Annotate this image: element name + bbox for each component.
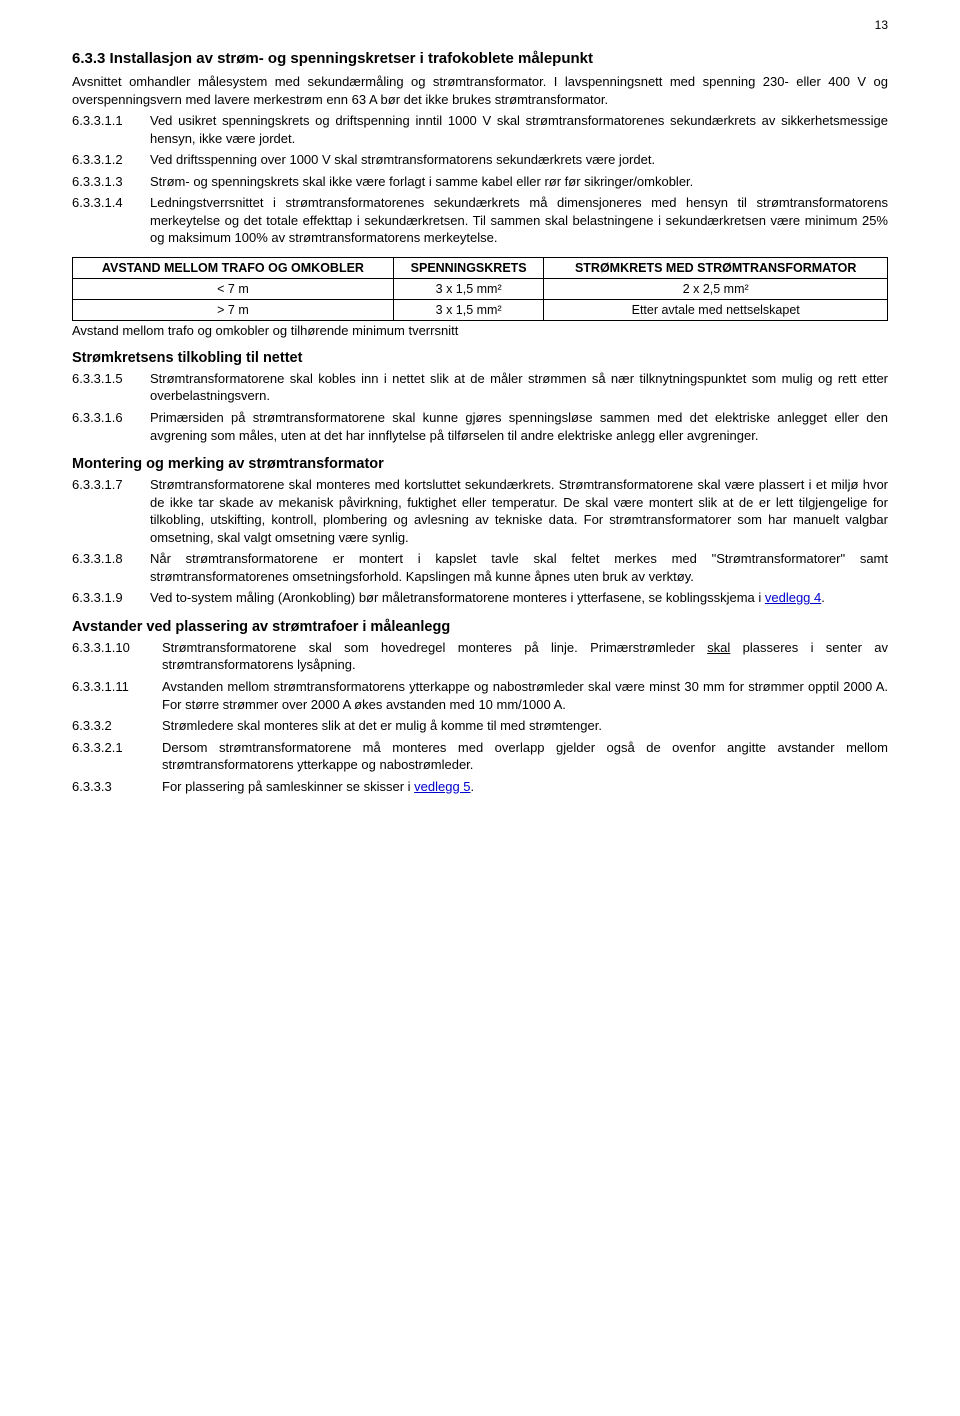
clause: 6.3.3.1.2 Ved driftsspenning over 1000 V…: [72, 151, 888, 169]
intro-paragraph: Avsnittet omhandler målesystem med sekun…: [72, 73, 888, 108]
clause-text-post: .: [821, 590, 825, 605]
clause: 6.3.3.1.7 Strømtransformatorene skal mon…: [72, 476, 888, 546]
clause: 6.3.3.1.6 Primærsiden på strømtransforma…: [72, 409, 888, 444]
clause-number: 6.3.3.2: [72, 717, 162, 735]
clause: 6.3.3.1.3 Strøm- og spenningskrets skal …: [72, 173, 888, 191]
clause: 6.3.3.1.10 Strømtransformatorene skal so…: [72, 639, 888, 674]
clause-number: 6.3.3.1.8: [72, 550, 150, 585]
attachment-link[interactable]: vedlegg 4: [765, 590, 821, 605]
clause-number: 6.3.3.1.4: [72, 194, 150, 247]
section-title-text: Installasjon av strøm- og spenningskrets…: [110, 50, 593, 67]
table-cell: < 7 m: [73, 278, 394, 299]
clause-text: Ledningstverrsnittet i strømtransformato…: [150, 194, 888, 247]
clause-text-pre: For plassering på samleskinner se skisse…: [162, 779, 414, 794]
clause-text-pre: Ved to-system måling (Aronkobling) bør m…: [150, 590, 765, 605]
clause: 6.3.3.1.8 Når strømtransformatorene er m…: [72, 550, 888, 585]
clause-number: 6.3.3.2.1: [72, 739, 162, 774]
clause-text: Strømledere skal monteres slik at det er…: [162, 717, 888, 735]
clause-number: 6.3.3.1.3: [72, 173, 150, 191]
table-header: SPENNINGSKRETS: [393, 257, 544, 278]
clause-number: 6.3.3.1.9: [72, 589, 150, 607]
clause-number: 6.3.3.1.2: [72, 151, 150, 169]
subheading: Avstander ved plassering av strømtrafoer…: [72, 619, 888, 635]
clause: 6.3.3.1.5 Strømtransformatorene skal kob…: [72, 370, 888, 405]
clause: 6.3.3.1.1 Ved usikret spenningskrets og …: [72, 112, 888, 147]
clause-number: 6.3.3.3: [72, 778, 162, 796]
clause-text: Strømtransformatorene skal kobles inn i …: [150, 370, 888, 405]
clause: 6.3.3.2.1 Dersom strømtransformatorene m…: [72, 739, 888, 774]
clause-text: Når strømtransformatorene er montert i k…: [150, 550, 888, 585]
clause-number: 6.3.3.1.6: [72, 409, 150, 444]
clause-number: 6.3.3.1.7: [72, 476, 150, 546]
clause-number: 6.3.3.1.1: [72, 112, 150, 147]
clause-text: Ved to-system måling (Aronkobling) bør m…: [150, 589, 888, 607]
clause-text: Strøm- og spenningskrets skal ikke være …: [150, 173, 888, 191]
clause-text: Strømtransformatorene skal monteres med …: [150, 476, 888, 546]
clause-text: Dersom strømtransformatorene må monteres…: [162, 739, 888, 774]
table-header: STRØMKRETS MED STRØMTRANSFORMATOR: [544, 257, 888, 278]
section-number: 6.3.3: [72, 50, 105, 67]
table-cell: Etter avtale med nettselskapet: [544, 299, 888, 320]
clause-text-post: .: [471, 779, 475, 794]
clause-text: Ved usikret spenningskrets og driftspenn…: [150, 112, 888, 147]
table-cell: 2 x 2,5 mm²: [544, 278, 888, 299]
table-row: < 7 m 3 x 1,5 mm² 2 x 2,5 mm²: [73, 278, 888, 299]
clause-text: Primærsiden på strømtransformatorene ska…: [150, 409, 888, 444]
table-header: AVSTAND MELLOM TRAFO OG OMKOBLER: [73, 257, 394, 278]
clause-text: For plassering på samleskinner se skisse…: [162, 778, 888, 796]
clause-text: Strømtransformatorene skal som hovedrege…: [162, 639, 888, 674]
clause-number: 6.3.3.1.10: [72, 639, 162, 674]
clause: 6.3.3.1.4 Ledningstverrsnittet i strømtr…: [72, 194, 888, 247]
attachment-link[interactable]: vedlegg 5: [414, 779, 470, 794]
clause: 6.3.3.1.11 Avstanden mellom strømtransfo…: [72, 678, 888, 713]
subheading: Strømkretsens tilkobling til nettet: [72, 350, 888, 366]
underlined-text: skal: [707, 640, 730, 655]
document-page: 13 6.3.3 Installasjon av strøm- og spenn…: [0, 0, 960, 1416]
clause-number: 6.3.3.1.5: [72, 370, 150, 405]
table-row: > 7 m 3 x 1,5 mm² Etter avtale med netts…: [73, 299, 888, 320]
clause-text-pre: Strømtransformatorene skal som hovedrege…: [162, 640, 707, 655]
clause: 6.3.3.3 For plassering på samleskinner s…: [72, 778, 888, 796]
clause-text: Avstanden mellom strømtransformatorens y…: [162, 678, 888, 713]
clause-number: 6.3.3.1.11: [72, 678, 162, 713]
table-cell: 3 x 1,5 mm²: [393, 278, 544, 299]
table-cell: 3 x 1,5 mm²: [393, 299, 544, 320]
section-title: 6.3.3 Installasjon av strøm- og spenning…: [72, 50, 888, 67]
table-cell: > 7 m: [73, 299, 394, 320]
trafo-table: AVSTAND MELLOM TRAFO OG OMKOBLER SPENNIN…: [72, 257, 888, 321]
clause: 6.3.3.1.9 Ved to-system måling (Aronkobl…: [72, 589, 888, 607]
table-caption: Avstand mellom trafo og omkobler og tilh…: [72, 323, 888, 338]
subheading: Montering og merking av strømtransformat…: [72, 456, 888, 472]
page-number: 13: [875, 18, 888, 32]
clause-text: Ved driftsspenning over 1000 V skal strø…: [150, 151, 888, 169]
clause: 6.3.3.2 Strømledere skal monteres slik a…: [72, 717, 888, 735]
table-header-row: AVSTAND MELLOM TRAFO OG OMKOBLER SPENNIN…: [73, 257, 888, 278]
